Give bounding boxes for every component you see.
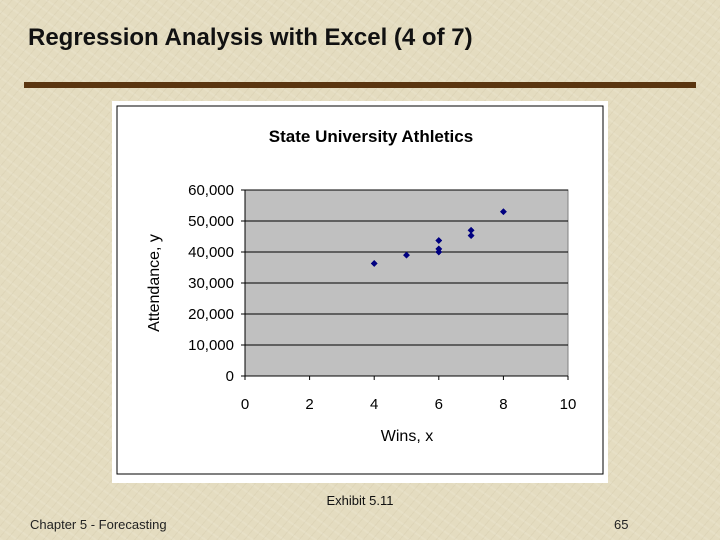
x-tick-label: 2 <box>305 396 313 413</box>
y-tick-label: 20,000 <box>188 306 234 323</box>
x-tick-label: 6 <box>435 396 443 413</box>
page-number: 65 <box>614 517 629 532</box>
x-tick-label: 0 <box>241 396 249 413</box>
x-axis-label: Wins, x <box>381 428 433 445</box>
slide-title: Regression Analysis with Excel (4 of 7) <box>28 24 473 51</box>
title-divider <box>24 82 696 88</box>
y-tick-label: 0 <box>226 368 234 385</box>
data-point <box>370 259 378 268</box>
y-tick-label: 60,000 <box>188 182 234 199</box>
x-tick-label: 8 <box>499 396 507 413</box>
data-point <box>435 245 443 253</box>
x-tick-label: 10 <box>560 396 577 413</box>
footer-chapter: Chapter 5 - Forecasting <box>30 517 167 532</box>
y-tick-label: 30,000 <box>188 275 234 292</box>
exhibit-caption: Exhibit 5.11 <box>326 493 394 508</box>
data-point <box>435 236 443 245</box>
x-tick-label: 4 <box>370 396 378 413</box>
scatter-chart: State University Athletics 0 10,000 20,000… <box>116 105 604 475</box>
y-tick-label: 50,000 <box>188 213 234 230</box>
data-point <box>467 226 475 234</box>
y-tick-label: 40,000 <box>188 244 234 261</box>
chart-frame: State University Athletics 0 10,000 20,000… <box>112 101 608 483</box>
data-point <box>499 208 507 216</box>
y-tick-label: 10,000 <box>188 337 234 354</box>
data-point <box>467 232 475 240</box>
y-axis-label: Attendance, y <box>146 234 163 332</box>
chart-title: State University Athletics <box>269 127 473 146</box>
data-point <box>402 251 411 259</box>
